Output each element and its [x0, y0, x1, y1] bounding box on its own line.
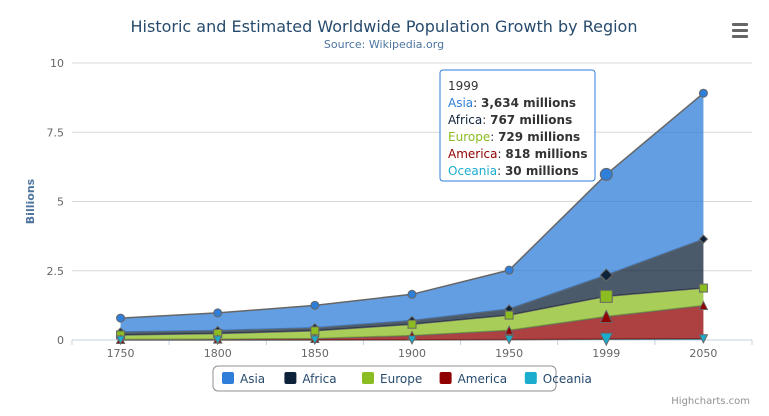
x-tick-label: 1750 [107, 347, 135, 360]
tooltip-series-name: Europe [448, 130, 490, 144]
marker-asia[interactable] [698, 88, 708, 98]
tooltip-value: 818 millions [505, 147, 587, 161]
marker-oceania[interactable] [115, 335, 126, 346]
marker-asia[interactable] [213, 308, 223, 318]
marker-europe[interactable] [504, 310, 514, 320]
legend-item-europe[interactable]: Europe [362, 372, 422, 386]
menu-bar [732, 23, 748, 26]
legend-label[interactable]: Oceania [543, 372, 592, 386]
marker-asia[interactable] [504, 265, 514, 275]
marker-europe[interactable] [599, 289, 613, 303]
x-tick-label: 1800 [204, 347, 232, 360]
legend-label[interactable]: Europe [380, 372, 422, 386]
tooltip-series-name: Oceania [448, 164, 497, 178]
tooltip-row: Europe: 729 millions [448, 130, 580, 144]
tooltip-row: Asia: 3,634 millions [448, 96, 576, 110]
marker-europe[interactable] [407, 319, 417, 329]
tooltip-value: 3,634 millions [481, 96, 576, 110]
marker-america[interactable] [599, 309, 614, 324]
legend-item-africa[interactable]: Africa [284, 372, 337, 386]
legend-symbol [524, 372, 537, 384]
legend-symbol [439, 372, 452, 384]
legend-item-asia[interactable]: Asia [222, 372, 265, 386]
y-tick-label: 0 [57, 334, 64, 347]
marker-oceania[interactable] [504, 335, 514, 345]
legend-label[interactable]: Asia [240, 372, 265, 386]
tooltip-series-name: Africa [448, 113, 482, 127]
x-tick-label: 1999 [592, 347, 620, 360]
legend-symbol [222, 372, 234, 384]
marker-asia[interactable] [310, 300, 320, 310]
chart-title: Historic and Estimated Worldwide Populat… [131, 17, 638, 36]
marker-asia[interactable] [116, 313, 126, 323]
legend-box [212, 365, 557, 392]
menu-bar [732, 35, 748, 38]
legend-symbol [284, 372, 297, 384]
x-tick-label: 2050 [689, 347, 717, 360]
marker-oceania[interactable] [698, 334, 709, 344]
marker-america[interactable] [698, 300, 709, 310]
tooltip-header: 1999 [448, 79, 479, 93]
y-tick-label: 7.5 [47, 126, 65, 139]
tooltip-value: 729 millions [498, 130, 580, 144]
tooltip-series-name: Asia [448, 96, 473, 110]
x-tick-label: 1900 [398, 347, 426, 360]
tooltip-value: 30 millions [505, 164, 579, 178]
marker-oceania[interactable] [310, 335, 320, 346]
legend-item-oceania[interactable]: Oceania [524, 372, 592, 386]
area-america [120, 305, 704, 340]
legend-item-america[interactable]: America [439, 372, 508, 386]
y-tick-label: 2.5 [47, 265, 65, 278]
legend-label[interactable]: Africa [302, 372, 336, 386]
tooltip-row: Oceania: 30 millions [448, 164, 579, 178]
x-tick-label: 1950 [495, 347, 523, 360]
tooltip-value: 767 millions [490, 113, 572, 127]
area-africa [120, 239, 704, 335]
area-asia [120, 93, 704, 332]
tooltip-row: America: 818 millions [448, 147, 587, 161]
marker-america[interactable] [504, 325, 514, 335]
marker-asia[interactable] [599, 167, 613, 181]
marker-oceania[interactable] [407, 335, 417, 345]
menu-bar [732, 29, 748, 32]
marker-oceania[interactable] [212, 335, 223, 346]
legend-label[interactable]: America [458, 372, 508, 386]
marker-africa[interactable] [698, 234, 709, 244]
y-tick-label: 10 [50, 57, 64, 70]
tooltip-row: Africa: 767 millions [448, 113, 572, 127]
menu-icon[interactable] [732, 23, 748, 38]
x-tick-label: 1850 [301, 347, 329, 360]
marker-asia[interactable] [407, 289, 417, 299]
legend: Asia Africa Europe America Oceania [212, 365, 592, 392]
chart-subtitle: Source: Wikipedia.org [324, 38, 444, 51]
tooltip-series-name: America [448, 147, 498, 161]
marker-oceania[interactable] [599, 332, 614, 347]
y-axis-label: Billions [24, 178, 37, 224]
credits-link[interactable]: Highcharts.com [671, 396, 750, 407]
marker-africa[interactable] [599, 268, 613, 282]
legend-symbol [362, 372, 374, 384]
y-tick-label: 5 [57, 196, 64, 209]
tooltip: 1999 Asia: 3,634 millions Africa: 767 mill… [439, 69, 596, 182]
tooltip-box [439, 69, 596, 182]
marker-europe[interactable] [698, 283, 708, 293]
